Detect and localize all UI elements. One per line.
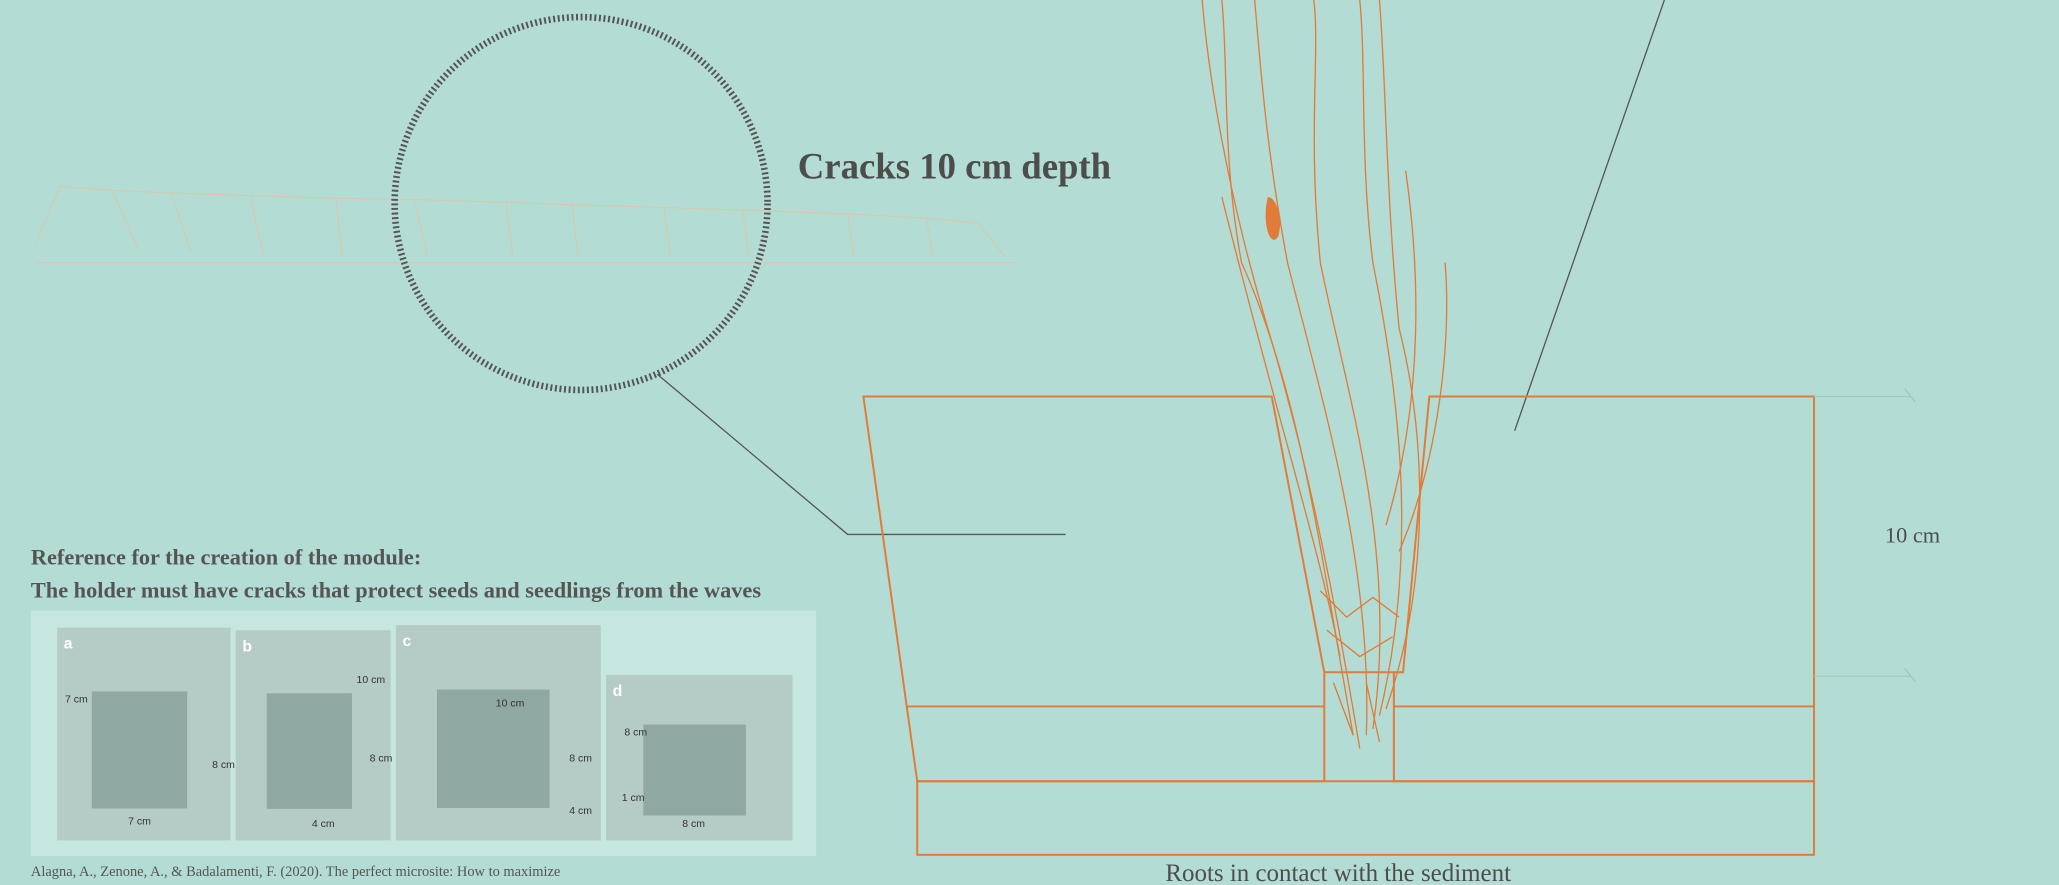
dimension-label: 10 cm (496, 697, 525, 709)
reference-subtitle: The holder must have cracks that protect… (31, 577, 761, 602)
dimension-label: 7 cm (65, 693, 88, 705)
caption: Roots in contact with the sediment (1165, 860, 1511, 885)
dimension-label: 1 cm (622, 792, 645, 804)
page: Cracks 10 cm depth 10 cm Roots in contac… (0, 0, 2059, 885)
dimension-label: 7 cm (128, 816, 151, 828)
citation: Alagna, A., Zenone, A., & Badalamenti, F… (31, 864, 560, 880)
specimen (643, 725, 746, 816)
panel-label: a (64, 636, 73, 653)
dimension-label: 8 cm (212, 759, 235, 771)
dimension-label: 8 cm (624, 726, 647, 738)
dimension-label: 4 cm (312, 818, 335, 830)
specimen (92, 691, 187, 808)
dimension-label: 8 cm (370, 753, 393, 765)
panel-label: b (242, 638, 252, 655)
circle-label: Cracks 10 cm depth (798, 146, 1111, 187)
dimension-label: 4 cm (569, 805, 592, 817)
dimension-label: 10 cm (1885, 522, 1940, 547)
diagram: Cracks 10 cm depth 10 cm Roots in contac… (0, 0, 2059, 885)
dimension-label: 8 cm (569, 753, 592, 765)
dimension-label: 8 cm (682, 818, 705, 830)
specimen (437, 690, 550, 808)
reference-title: Reference for the creation of the module… (31, 545, 421, 570)
panel-label: d (613, 683, 623, 700)
panel-label: c (403, 633, 412, 650)
specimen (267, 693, 352, 809)
dimension-label: 10 cm (357, 674, 386, 686)
